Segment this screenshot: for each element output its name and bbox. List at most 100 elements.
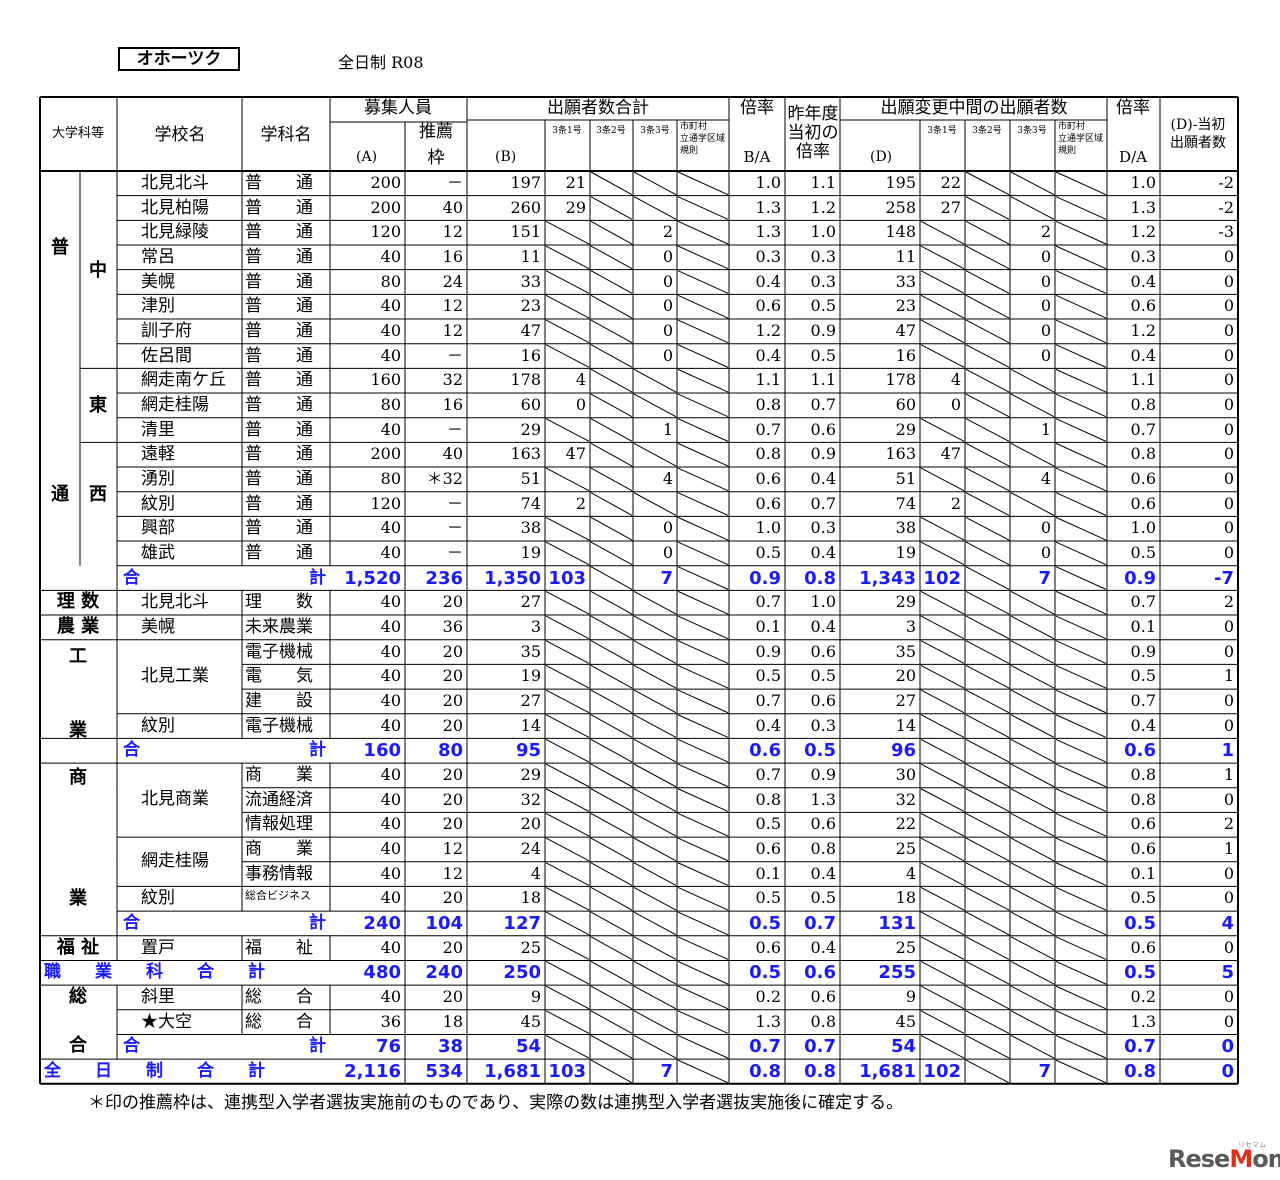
cell-s: 240 (425, 962, 463, 984)
header-da: D/A (1119, 148, 1147, 166)
cell-ba: 0.7 (755, 765, 781, 785)
empty-cell-slash (1055, 936, 1107, 960)
empty-cell-slash (1055, 541, 1107, 566)
empty-cell-slash (633, 911, 677, 936)
cell-dj3: 0 (1040, 247, 1051, 266)
empty-cell-slash (545, 1035, 590, 1059)
cell-b: 20 (520, 814, 541, 834)
empty-cell-slash (633, 961, 677, 985)
empty-cell-slash (590, 1035, 633, 1059)
cell-j3: 4 (662, 469, 673, 489)
cell-s: 18 (442, 1011, 463, 1031)
cell-diff: 0 (1223, 419, 1234, 439)
empty-cell-slash (920, 640, 965, 664)
empty-cell-slash (920, 344, 965, 368)
cell-s: 38 (437, 1036, 463, 1058)
cell-ba: 0.6 (755, 839, 781, 859)
cell-dj3: 0 (1040, 321, 1051, 341)
header-suisen: 推薦 (419, 122, 453, 142)
dept-name: 理 数 (245, 592, 313, 613)
cell-prev: 0.4 (810, 543, 836, 563)
empty-cell-slash (920, 467, 965, 492)
category-futsu: 普 (51, 237, 69, 258)
cell-d: 25 (895, 937, 916, 957)
empty-cell-slash (545, 812, 590, 837)
empty-cell-slash (1010, 837, 1055, 862)
cell-ba: 0.1 (755, 617, 781, 637)
category-risu: 理 数 (56, 591, 100, 613)
empty-cell-slash (633, 590, 677, 615)
empty-cell-slash (677, 516, 729, 541)
empty-cell-slash (1055, 393, 1107, 418)
empty-cell-slash (590, 344, 633, 368)
cell-b: 95 (515, 740, 541, 762)
empty-cell-slash (677, 862, 729, 886)
cell-ba: 1.2 (755, 321, 781, 341)
empty-cell-slash (1055, 344, 1107, 368)
empty-cell-slash (677, 270, 729, 294)
cell-d: 33 (895, 271, 916, 291)
empty-cell-slash (1055, 640, 1107, 664)
cell-prev: 0.8 (810, 1011, 836, 1031)
cell-diff: 0 (1223, 518, 1234, 538)
empty-cell-slash (1010, 368, 1055, 393)
header-d-jo3: 3条3号 (1017, 126, 1047, 136)
cell-a: 40 (380, 987, 401, 1007)
total-label-left: 合 (123, 567, 140, 588)
cell-b: 27 (520, 691, 541, 711)
cell-b: 25 (520, 937, 541, 957)
empty-cell-slash (545, 911, 590, 936)
cell-a: 40 (380, 247, 401, 266)
cell-s: － (446, 345, 463, 365)
cell-prev: 0.5 (810, 296, 836, 316)
empty-cell-slash (677, 714, 729, 738)
cell-da: 1.3 (1130, 197, 1156, 217)
cell-d: 29 (895, 419, 916, 439)
empty-cell-slash (1010, 1035, 1055, 1059)
cell-b: 19 (520, 543, 541, 563)
empty-cell-slash (1055, 516, 1107, 541)
empty-cell-slash (677, 738, 729, 763)
cell-s: 80 (437, 740, 463, 762)
header-d-kisoku: 市町村 (1058, 122, 1086, 132)
empty-cell-slash (920, 418, 965, 442)
cell-diff: 1 (1223, 839, 1234, 859)
cell-s: 20 (442, 592, 463, 612)
cell-da: 0.4 (1130, 271, 1156, 291)
cell-d: 38 (895, 518, 916, 538)
cell-a: 40 (380, 715, 401, 735)
school-name: 北見北斗 (141, 173, 209, 193)
empty-cell-slash (1055, 1034, 1107, 1059)
empty-cell-slash (590, 220, 633, 245)
cell-da: 0.6 (1130, 296, 1156, 316)
cell-prev: 0.7 (804, 913, 836, 935)
empty-cell-slash (590, 270, 633, 294)
cell-a: 40 (380, 641, 401, 661)
cell-d: 11 (895, 247, 916, 266)
empty-cell-slash (965, 467, 1010, 492)
cell-s: － (446, 493, 463, 513)
cell-prev: 0.6 (810, 691, 836, 711)
category-sogo-2: 合 (69, 1035, 87, 1057)
cell-prev: 0.5 (810, 345, 836, 365)
empty-cell-slash (590, 862, 633, 886)
dept-name: 情報処理 (245, 814, 313, 835)
cell-da: 0.1 (1130, 863, 1156, 883)
empty-cell-slash (677, 788, 729, 812)
empty-cell-slash (677, 418, 729, 442)
cell-d: 60 (895, 395, 916, 415)
cell-da: 0.5 (1130, 666, 1156, 686)
cell-da: 0.6 (1130, 937, 1156, 957)
cell-j3: 1 (662, 419, 673, 439)
cell-prev: 0.7 (804, 1036, 836, 1058)
subtitle: 全日制 R08 (338, 53, 424, 72)
cell-dj1: 4 (950, 370, 961, 390)
dept-name: 流通経済 (245, 789, 313, 810)
cell-da: 0.7 (1130, 419, 1156, 439)
cell-a: 40 (380, 345, 401, 365)
empty-cell-slash (1010, 788, 1055, 812)
empty-cell-slash (633, 442, 677, 467)
cell-j3: 0 (662, 247, 673, 266)
total-row-label: 職 業 科 合 計 (44, 962, 265, 983)
dept-name: 電 気 (245, 666, 313, 687)
